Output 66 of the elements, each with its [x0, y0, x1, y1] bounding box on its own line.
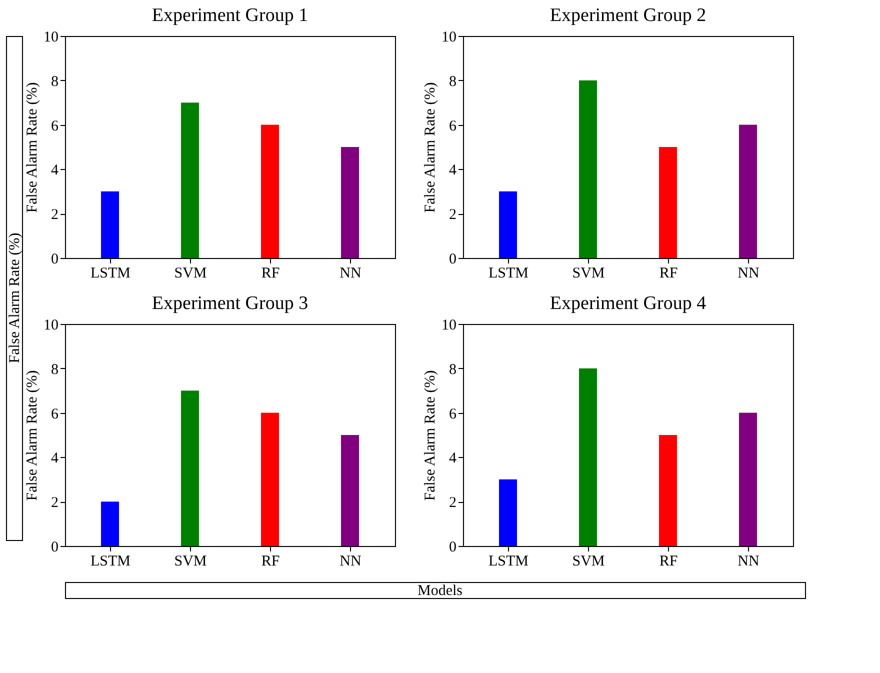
- bar: [739, 412, 757, 546]
- y-axis-title: False Alarm Rate (%): [422, 82, 438, 213]
- y-tick-label: 6: [449, 406, 457, 422]
- y-tick-label: 4: [51, 450, 59, 467]
- bar: [659, 435, 677, 546]
- bar: [499, 191, 517, 258]
- bar: [579, 368, 597, 546]
- x-tick-label: LSTM: [488, 266, 529, 282]
- y-tick-label: 10: [44, 318, 58, 334]
- y-tick-label: 2: [449, 207, 456, 224]
- y-tick-label: 6: [51, 118, 59, 134]
- y-tick-label: 8: [449, 74, 456, 90]
- x-tick-label: NN: [340, 554, 362, 570]
- bar: [181, 102, 199, 258]
- chart-title: Experiment Group 2: [550, 5, 706, 26]
- x-tick-label: LSTM: [90, 266, 131, 282]
- bar: [101, 191, 119, 258]
- bar: [499, 479, 517, 546]
- chart-title: Experiment Group 1: [152, 5, 308, 26]
- text: False Alarm Rate (%): [7, 232, 23, 364]
- y-tick-label: 2: [51, 207, 58, 224]
- y-tick-label: 0: [51, 252, 58, 268]
- bar: [659, 147, 677, 258]
- x-tick-label: RF: [659, 266, 678, 282]
- y-tick-label: 4: [51, 162, 59, 179]
- x-tick-label: SVM: [174, 554, 207, 570]
- x-tick-label: SVM: [174, 266, 207, 282]
- y-tick-label: 8: [51, 362, 58, 378]
- chart-title: Experiment Group 3: [152, 293, 308, 314]
- bar: [261, 124, 279, 258]
- y-tick-label: 2: [51, 495, 58, 512]
- x-tick-label: LSTM: [90, 554, 131, 570]
- bar: [181, 390, 199, 546]
- y-tick-label: 6: [449, 118, 457, 134]
- bar: [739, 124, 757, 258]
- chart-title: Experiment Group 4: [550, 293, 707, 314]
- bar: [341, 435, 359, 546]
- y-axis-title: False Alarm Rate (%): [24, 370, 40, 501]
- y-tick-label: 10: [442, 318, 456, 334]
- text: Models: [418, 583, 463, 599]
- x-tick-label: RF: [261, 554, 280, 570]
- x-tick-label: SVM: [572, 554, 605, 570]
- y-tick-label: 8: [449, 362, 456, 378]
- y-tick-label: 8: [51, 74, 58, 90]
- y-tick-label: 4: [449, 450, 457, 467]
- y-axis-title: False Alarm Rate (%): [422, 370, 438, 501]
- y-tick-label: 0: [51, 540, 58, 556]
- bar: [101, 502, 119, 546]
- y-tick-label: 6: [51, 406, 59, 422]
- y-tick-label: 0: [449, 540, 456, 556]
- y-tick-label: 2: [449, 495, 456, 512]
- y-tick-label: 10: [44, 30, 58, 46]
- x-tick-label: LSTM: [488, 554, 529, 570]
- x-tick-label: RF: [261, 266, 280, 282]
- y-tick-label: 10: [442, 30, 456, 46]
- x-tick-label: NN: [738, 266, 760, 282]
- bar: [341, 147, 359, 258]
- x-tick-label: RF: [659, 554, 678, 570]
- bar: [579, 80, 597, 258]
- bar: [261, 412, 279, 546]
- x-tick-label: SVM: [572, 266, 605, 282]
- x-tick-label: NN: [340, 266, 362, 282]
- y-tick-label: 0: [449, 252, 456, 268]
- y-tick-label: 4: [449, 162, 457, 179]
- y-axis-title: False Alarm Rate (%): [24, 82, 40, 213]
- x-tick-label: NN: [738, 554, 760, 570]
